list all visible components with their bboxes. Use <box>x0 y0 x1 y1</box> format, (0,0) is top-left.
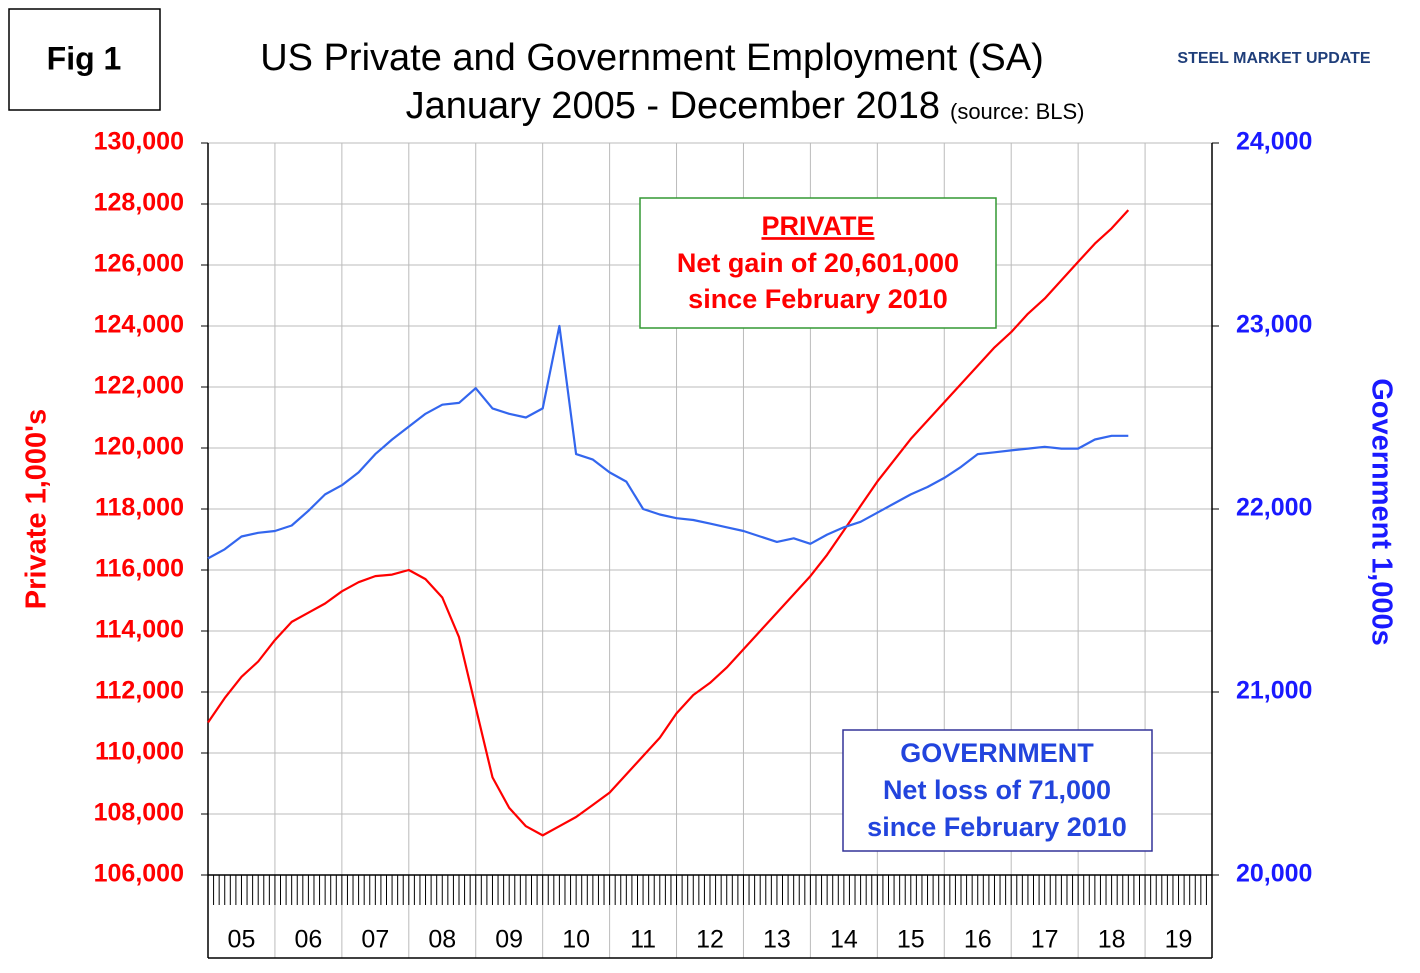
y-tick-label: 128,000 <box>94 189 184 217</box>
y-tick-label: 112,000 <box>95 677 184 705</box>
x-tick-label: 17 <box>1031 926 1059 954</box>
y-tick-label: 122,000 <box>94 372 184 400</box>
fig-label: Fig 1 <box>47 40 122 76</box>
y-tick-label: 110,000 <box>95 738 184 766</box>
x-tick-label: 19 <box>1165 926 1193 954</box>
x-tick-label: 09 <box>495 926 523 954</box>
x-tick-label: 07 <box>361 926 389 954</box>
annotation-text: GOVERNMENT <box>900 738 1094 768</box>
annotation-text: Net loss of 71,000 <box>883 775 1111 805</box>
y-axis-label: Private 1,000's <box>21 409 53 609</box>
source-note: (source: BLS) <box>950 99 1085 124</box>
x-tick-label: 15 <box>897 926 925 954</box>
logo: STEEL MARKET UPDATE <box>1177 50 1371 67</box>
y2-tick-label: 24,000 <box>1236 128 1312 156</box>
y-tick-label: 124,000 <box>94 311 184 339</box>
series-line <box>207 324 1129 560</box>
x-tick-label: 05 <box>228 926 256 954</box>
y-tick-label: 118,000 <box>95 494 184 522</box>
y2-tick-label: 22,000 <box>1236 494 1312 522</box>
series-line <box>207 209 1130 837</box>
x-tick-label: 08 <box>428 926 456 954</box>
y2-tick-label: 21,000 <box>1236 677 1312 705</box>
y2-tick-label: 23,000 <box>1236 311 1312 339</box>
y-tick-label: 126,000 <box>94 250 184 278</box>
plot-area: 106,000 108,000 110,000 112,000 114,000 116,0… <box>94 128 1312 959</box>
x-tick-label: 16 <box>964 926 992 954</box>
chart-subtitle: January 2005 - December 2018 <box>406 85 940 127</box>
x-tick-label: 10 <box>562 926 590 954</box>
annotation-text: PRIVATE <box>761 211 874 241</box>
x-tick-label: 13 <box>763 926 791 954</box>
fig-label-box <box>8 8 161 111</box>
annotation-box <box>842 729 1153 852</box>
chart-title: US Private and Government Employment (SA… <box>260 37 1044 79</box>
x-tick-label: 18 <box>1098 926 1126 954</box>
y-tick-label: 130,000 <box>94 128 184 156</box>
y2-axis-label: Government 1,000s <box>1365 378 1397 646</box>
y-tick-label: 106,000 <box>94 860 184 888</box>
y-tick-label: 114,000 <box>95 616 184 644</box>
annotation-text: since February 2010 <box>688 284 948 314</box>
x-tick-label: 11 <box>630 926 656 954</box>
x-tick-label: 12 <box>696 926 724 954</box>
annotation-text: Net gain of 20,601,000 <box>677 248 959 278</box>
annotation-box <box>639 197 997 329</box>
annotation-text: since February 2010 <box>867 812 1127 842</box>
y2-tick-label: 20,000 <box>1236 860 1312 888</box>
x-tick-label: 06 <box>294 926 322 954</box>
x-tick-label: 14 <box>830 926 858 954</box>
y-tick-label: 108,000 <box>94 799 184 827</box>
y-tick-label: 120,000 <box>94 433 184 461</box>
y-tick-label: 116,000 <box>95 555 184 583</box>
